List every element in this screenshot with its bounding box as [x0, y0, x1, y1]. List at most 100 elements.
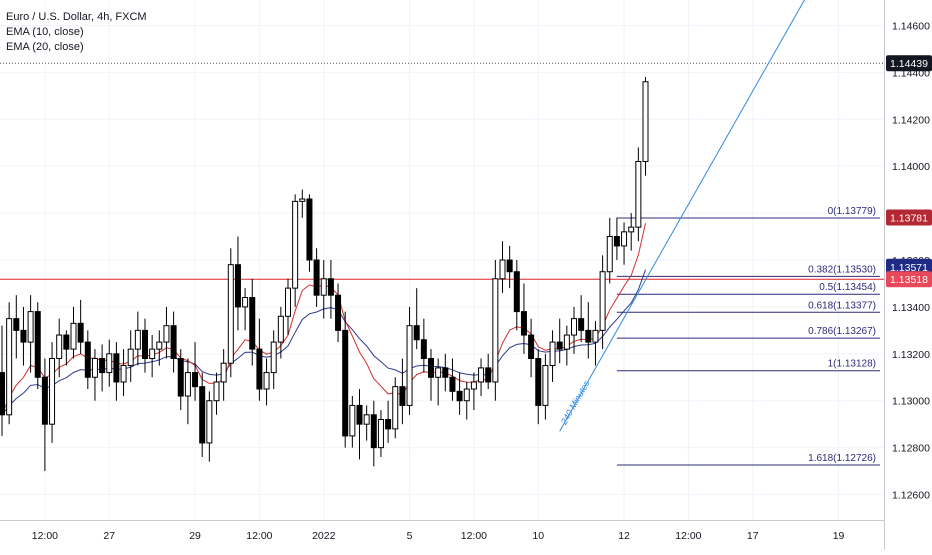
candle-body-up — [549, 341, 556, 367]
candle — [199, 372, 206, 458]
chart-legend: Euro / U.S. Dollar, 4h, FXCM EMA (10, cl… — [6, 10, 147, 55]
candle-body-down — [413, 325, 420, 341]
candle-body-down — [442, 367, 449, 378]
candle-body-down — [385, 418, 392, 430]
candle — [499, 241, 506, 293]
candle-body-down — [113, 353, 120, 383]
candle — [256, 318, 263, 401]
candle — [470, 372, 477, 411]
candle — [70, 306, 77, 359]
candle — [99, 344, 106, 392]
candle — [149, 335, 156, 378]
x-tick-label: 5 — [407, 530, 413, 542]
candle-body-up — [349, 404, 356, 437]
candle — [91, 349, 98, 401]
candle-body-up — [213, 381, 220, 402]
candle-body-down — [342, 329, 349, 437]
candle — [106, 339, 113, 387]
candle-body-up — [592, 329, 599, 343]
candle — [20, 306, 27, 366]
candle-body-down — [20, 329, 27, 343]
price-badge — [886, 209, 932, 226]
candle — [34, 302, 41, 389]
fib-level-label: 0.786(1.13267) — [808, 326, 876, 337]
candle — [299, 189, 306, 218]
candle — [370, 400, 377, 467]
candle — [313, 248, 320, 307]
candle — [270, 330, 277, 389]
legend-symbol: Euro / U.S. Dollar, 4h, FXCM — [6, 11, 147, 23]
candle-body-up — [563, 334, 570, 350]
candle-body-down — [63, 334, 70, 350]
candle-body-up — [242, 297, 249, 308]
candle-body-down — [84, 341, 91, 378]
candle-body-up — [285, 287, 291, 317]
candle-body-up — [277, 315, 284, 343]
candle — [428, 349, 434, 401]
candle — [578, 295, 585, 343]
candle — [571, 306, 577, 354]
price-badge — [886, 55, 932, 72]
candle-body-down — [513, 271, 520, 313]
candle-body-up — [149, 348, 156, 360]
candle — [635, 147, 642, 242]
candle-body-down — [34, 311, 41, 378]
candle-body-down — [535, 358, 542, 406]
candle-body-up — [642, 81, 649, 162]
candle — [327, 260, 334, 319]
candle — [406, 306, 413, 415]
candle-body-up — [70, 322, 77, 350]
candle-body-up — [27, 311, 34, 343]
candle — [478, 358, 485, 397]
candle — [63, 330, 70, 366]
candle-body-down — [77, 322, 84, 343]
trendline — [559, 0, 806, 432]
candle-body-down — [306, 198, 313, 261]
fib-level-label: 0.382(1.13530) — [808, 264, 876, 275]
candle-body-up — [499, 259, 506, 280]
x-tick-label: 12:00 — [461, 530, 487, 542]
candle-body-down — [420, 339, 427, 360]
candle-body-up — [127, 348, 134, 367]
candle-body-down — [370, 414, 377, 449]
candle-body-up — [621, 231, 628, 247]
y-tick-label: 1.13200 — [892, 349, 930, 361]
candle — [192, 342, 199, 401]
candle — [277, 306, 284, 359]
candle — [563, 325, 570, 366]
candle — [163, 306, 170, 359]
candle-body-down — [520, 311, 527, 336]
candle-body-up — [270, 341, 277, 374]
candle — [399, 358, 406, 425]
x-tick-label: 12:00 — [675, 530, 701, 542]
candle — [227, 248, 234, 378]
candle — [56, 318, 63, 378]
candle-body-down — [613, 236, 620, 247]
candle — [177, 349, 184, 411]
x-tick-label: 19 — [833, 530, 845, 542]
candle-body-up — [435, 367, 442, 378]
candle — [84, 330, 91, 389]
candle-body-up — [134, 329, 141, 350]
candle — [242, 288, 249, 331]
candle — [170, 311, 177, 373]
candle — [356, 389, 363, 460]
candle — [606, 217, 613, 284]
candle — [377, 410, 384, 458]
x-tick-label: 12 — [618, 530, 630, 542]
candle — [27, 295, 34, 373]
candle-body-up — [628, 226, 635, 233]
candle-body-down — [13, 318, 20, 331]
x-tick-label: 12:00 — [246, 530, 272, 542]
candle-body-down — [142, 329, 148, 360]
candle — [420, 318, 427, 373]
candle-body-up — [571, 318, 577, 336]
candle-body-up — [206, 400, 213, 444]
candle-body-up — [263, 372, 270, 390]
candle — [506, 245, 513, 289]
fib-level-label: 1.618(1.12726) — [808, 453, 876, 464]
y-tick-label: 1.14000 — [892, 161, 930, 173]
candle — [528, 318, 535, 378]
